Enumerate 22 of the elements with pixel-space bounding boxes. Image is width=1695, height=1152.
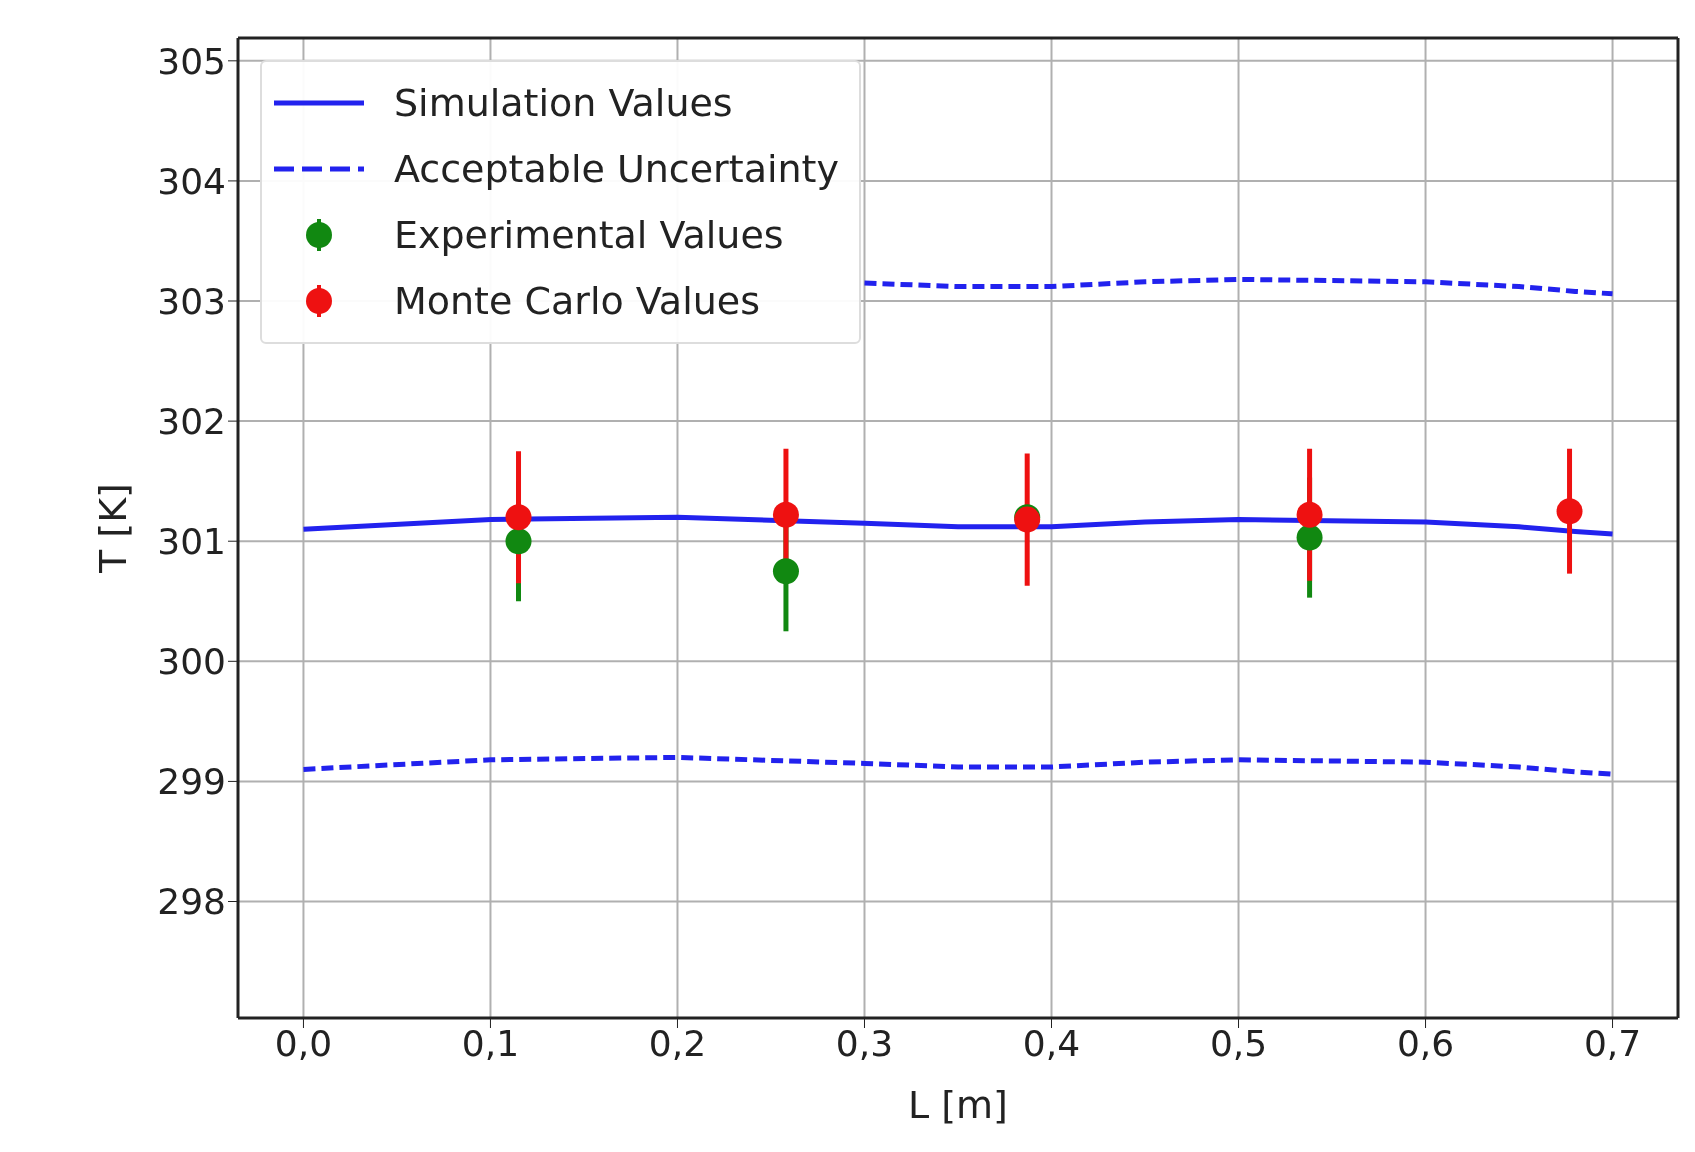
x-tick-label: 0,0 (274, 1022, 333, 1064)
legend-label: Acceptable Uncertainty (394, 147, 839, 191)
legend-label: Monte Carlo Values (394, 279, 760, 323)
x-axis-title: L [m] (908, 1083, 1008, 1127)
y-tick-label: 299 (157, 761, 226, 803)
y-tick-label: 303 (157, 280, 226, 322)
x-tick-label: 0,2 (648, 1022, 707, 1064)
x-tick-label: 0,4 (1022, 1022, 1081, 1064)
y-tick-label: 304 (157, 160, 226, 202)
y-tick-label: 301 (157, 520, 226, 562)
y-tick-label: 300 (157, 641, 226, 683)
legend-label: Simulation Values (394, 81, 733, 125)
y-axis-title: T [K] (91, 483, 136, 574)
x-tick-label: 0,3 (835, 1022, 894, 1064)
legend-label: Experimental Values (394, 213, 784, 257)
y-tick-label: 298 (157, 881, 226, 923)
x-tick-label: 0,5 (1209, 1022, 1268, 1064)
y-tick-label: 305 (157, 40, 226, 82)
x-tick-label: 0,1 (461, 1022, 520, 1064)
x-tick-label: 0,6 (1396, 1022, 1455, 1064)
y-tick-label: 302 (157, 400, 226, 442)
x-tick-label: 0,7 (1583, 1022, 1642, 1064)
